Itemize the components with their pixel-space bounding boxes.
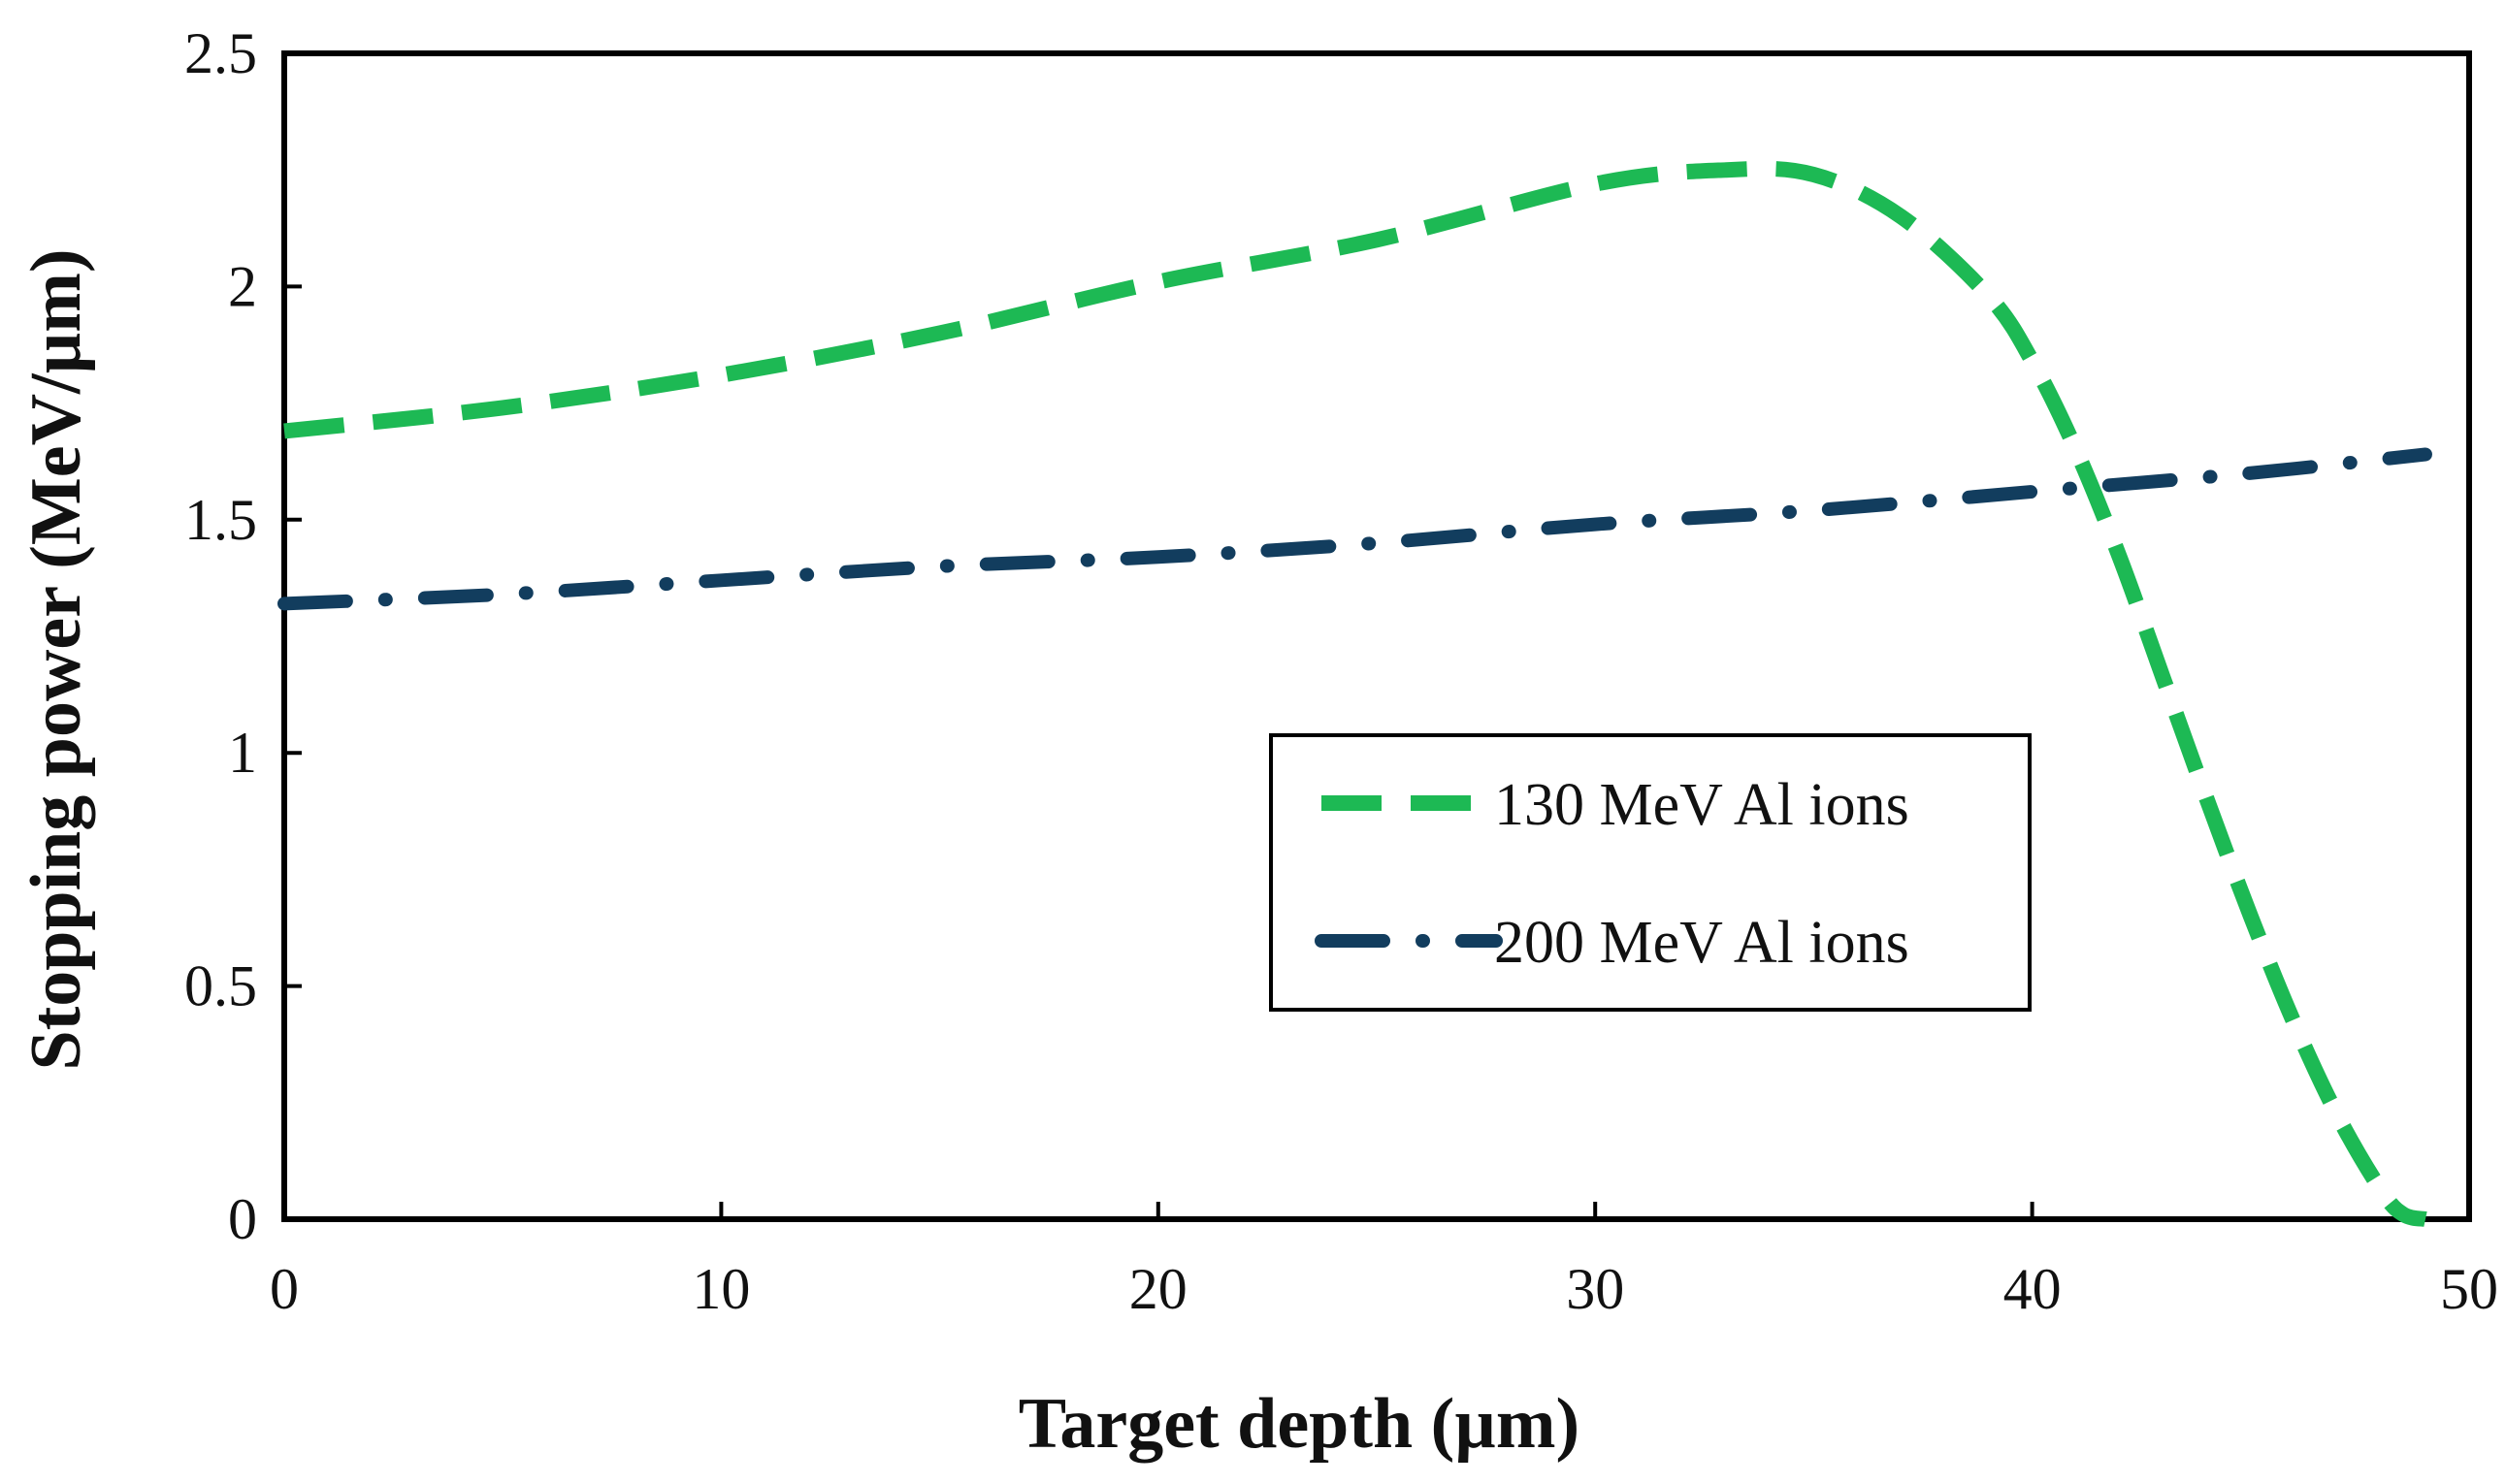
x-tick-label: 0	[270, 1257, 299, 1321]
y-tick-label: 0.5	[184, 954, 257, 1018]
legend-box	[1269, 733, 2032, 1012]
x-tick-label: 30	[1566, 1257, 1624, 1321]
y-axis-title: Stopping power (MeV/µm)	[16, 248, 96, 1070]
x-axis-ticks: 0 10 20 30 40 50	[270, 1202, 2498, 1321]
y-tick-label: 0	[228, 1187, 257, 1251]
y-tick-label: 1.5	[184, 488, 257, 552]
legend: 130 MeV Al ions 200 MeV Al ions	[1269, 733, 2032, 1012]
x-tick-label: 20	[1129, 1257, 1188, 1321]
y-tick-label: 2.5	[184, 21, 257, 85]
legend-label-200mev: 200 MeV Al ions	[1494, 910, 1909, 976]
x-axis-title: Target depth (µm)	[1019, 1384, 1579, 1464]
series-group	[277, 160, 2432, 1227]
y-axis-ticks: 0 0.5 1 1.5 2 2.5	[184, 21, 302, 1251]
y-tick-label: 1	[228, 721, 257, 785]
series-line-0	[283, 160, 2427, 1227]
legend-label-130mev: 130 MeV Al ions	[1494, 772, 1909, 838]
x-tick-label: 10	[692, 1257, 750, 1321]
x-tick-label: 50	[2440, 1257, 2498, 1321]
y-tick-label: 2	[228, 254, 257, 318]
x-tick-label: 40	[2003, 1257, 2062, 1321]
